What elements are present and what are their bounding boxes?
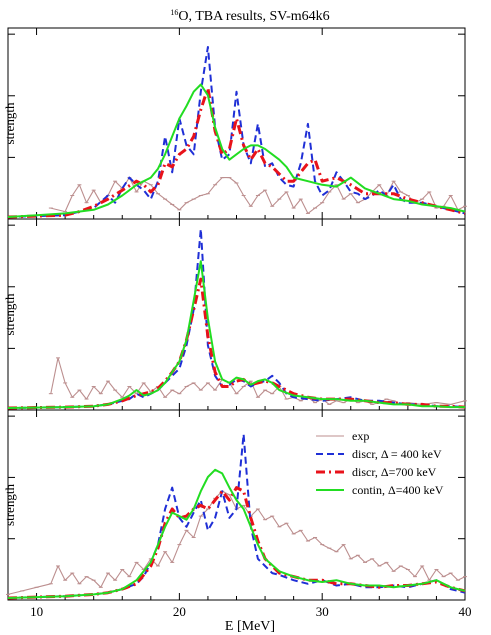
panel-middle-series-contin [7, 260, 465, 409]
title-text: O, TBA results, SV-m64k6 [178, 9, 329, 24]
legend-label-contin: contin, Δ=400 keV [352, 483, 444, 497]
x-tick-label: 10 [30, 604, 43, 619]
panel-top-series-discr400 [7, 46, 466, 218]
x-tick-label: 40 [459, 604, 472, 619]
x-tick-label: 20 [173, 604, 186, 619]
panel-top-series-discr700 [7, 86, 466, 219]
panel-middle-frame [7, 218, 466, 411]
panel-top-ylabel: strength [2, 102, 17, 144]
panel-bottom-series-contin [7, 468, 466, 599]
legend-label-discr400: discr, Δ = 400 keV [352, 447, 442, 461]
x-axis-label: E [MeV] [225, 619, 275, 634]
panels-group: strength strength strength exp discr, Δ = 40… [2, 27, 472, 619]
panel-top-series-contin [7, 83, 466, 218]
panel-bottom-series-exp [7, 490, 466, 595]
legend-label-discr700: discr, Δ=700 keV [352, 465, 437, 479]
figure-title: 16O, TBA results, SV-m64k6 [170, 8, 329, 24]
panel-middle-ylabel: strength [2, 293, 17, 335]
panel-middle-series-discr400 [7, 228, 466, 409]
legend-label-exp: exp [352, 429, 369, 443]
panel-bottom-series-discr700 [7, 486, 466, 600]
panel-bottom-ylabel: strength [2, 484, 17, 526]
x-tick-label: 30 [316, 604, 329, 619]
title-superscript: 16 [170, 8, 178, 17]
panel-middle-series-discr700 [7, 277, 466, 410]
